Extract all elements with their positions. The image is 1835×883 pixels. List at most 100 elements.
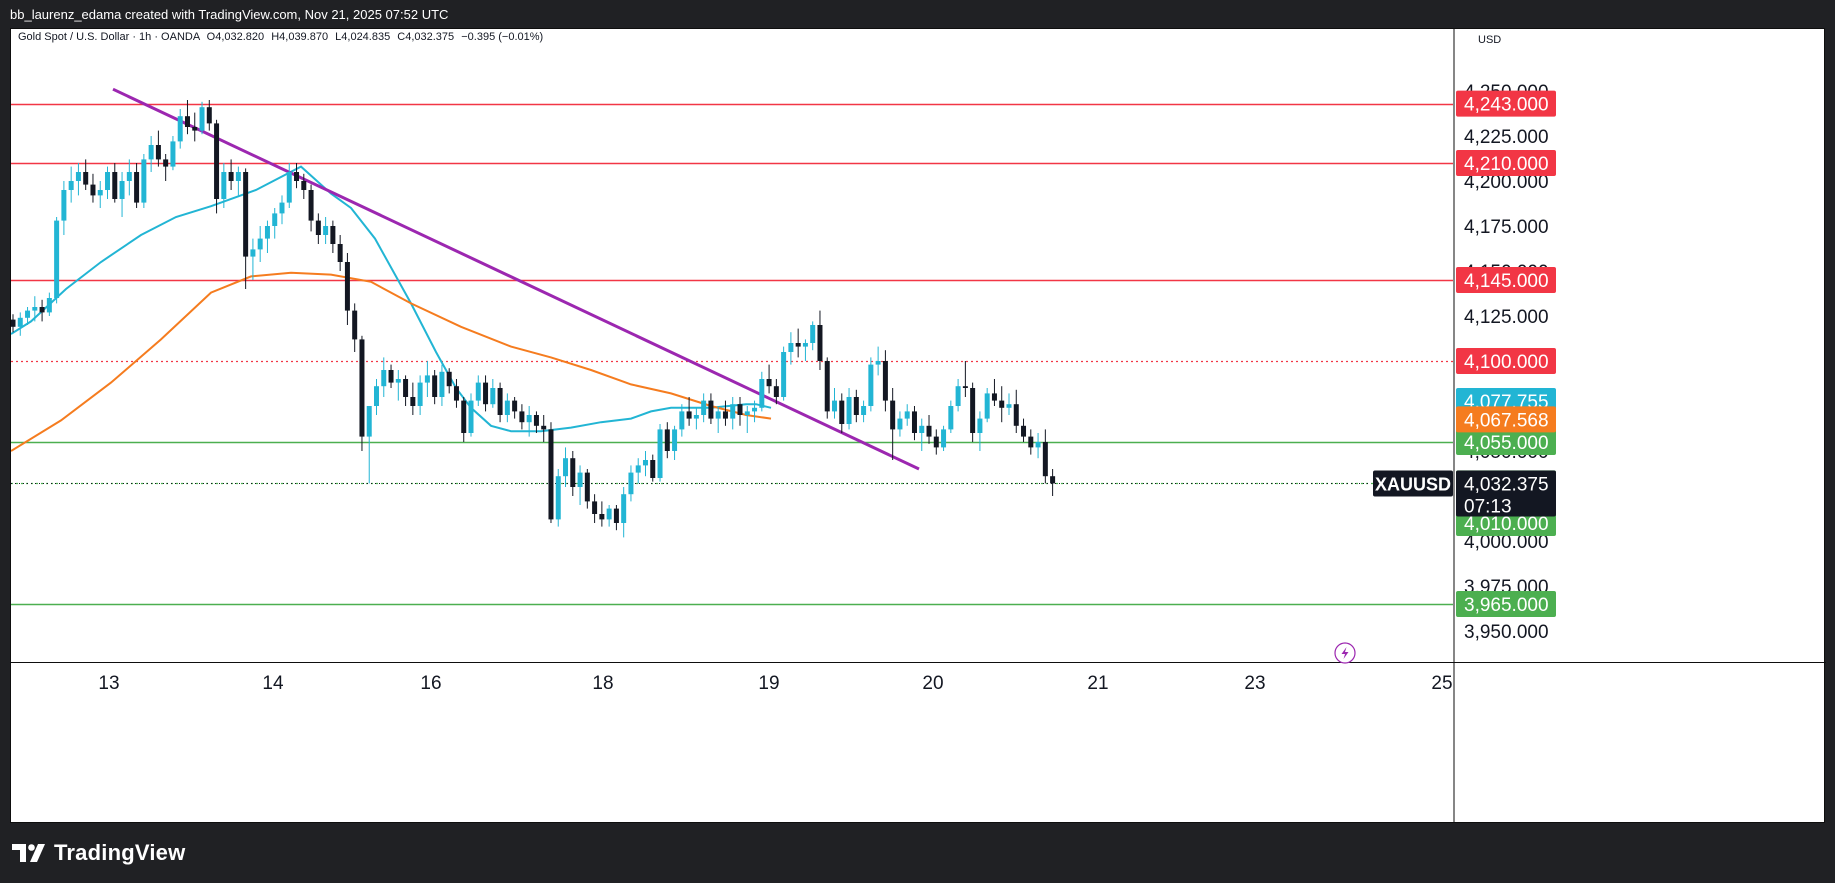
candle[interactable] (693, 407, 699, 430)
candle[interactable] (991, 379, 997, 406)
candle[interactable] (810, 321, 816, 351)
trendline[interactable] (112, 87, 920, 471)
level-price-label[interactable]: 4,055.000 (1456, 429, 1556, 455)
candle[interactable] (802, 339, 808, 361)
candle[interactable] (701, 393, 707, 423)
candle[interactable] (708, 393, 714, 424)
candle[interactable] (126, 159, 132, 196)
candle[interactable] (308, 184, 314, 232)
candle[interactable] (533, 411, 539, 433)
candle[interactable] (548, 422, 554, 523)
candle[interactable] (330, 220, 336, 253)
candle[interactable] (948, 400, 954, 433)
candle[interactable] (817, 310, 823, 370)
candle[interactable] (61, 181, 67, 235)
candle[interactable] (170, 136, 176, 171)
candle[interactable] (752, 400, 758, 423)
candle[interactable] (250, 238, 256, 280)
candle[interactable] (403, 375, 409, 406)
candle[interactable] (737, 397, 743, 426)
lightning-icon[interactable] (1334, 642, 1356, 664)
candle[interactable] (184, 100, 190, 135)
candle[interactable] (839, 393, 845, 433)
candle[interactable] (853, 389, 859, 423)
candle[interactable] (999, 386, 1005, 423)
candle[interactable] (882, 350, 888, 412)
candle[interactable] (904, 404, 910, 426)
candle[interactable] (599, 501, 605, 527)
symbol-badge[interactable]: XAUUSD (1373, 470, 1453, 497)
chart-frame[interactable]: 3,950.0003,975.0004,000.0004,025.0004,05… (10, 28, 1826, 824)
candle[interactable] (613, 505, 619, 531)
candle[interactable] (199, 101, 205, 135)
candle[interactable] (497, 382, 503, 423)
candle[interactable] (657, 424, 663, 482)
candle[interactable] (512, 397, 518, 419)
candle[interactable] (686, 397, 692, 426)
candle[interactable] (679, 404, 685, 437)
candle[interactable] (410, 382, 416, 415)
tradingview-logo[interactable]: TradingView (12, 840, 185, 866)
price-chart[interactable]: 3,950.0003,975.0004,000.0004,025.0004,05… (11, 29, 1826, 824)
level-price-label[interactable]: 3,965.000 (1456, 591, 1556, 617)
candle[interactable] (933, 429, 939, 455)
candle[interactable] (504, 393, 510, 423)
candle[interactable] (32, 296, 38, 322)
moving-average-line[interactable] (11, 165, 772, 433)
candle[interactable] (206, 100, 212, 131)
candle[interactable] (926, 415, 932, 444)
candle[interactable] (1013, 389, 1019, 433)
candle[interactable] (453, 379, 459, 408)
candle[interactable] (642, 451, 648, 477)
candle[interactable] (214, 119, 220, 214)
candle[interactable] (919, 418, 925, 451)
candle[interactable] (264, 220, 270, 253)
candle[interactable] (890, 388, 896, 460)
candle[interactable] (664, 422, 670, 459)
candle[interactable] (563, 447, 569, 487)
candle[interactable] (11, 314, 16, 333)
candle[interactable] (83, 159, 89, 190)
level-price-label[interactable]: 4,100.000 (1456, 348, 1556, 374)
candle[interactable] (759, 371, 765, 412)
candle[interactable] (366, 406, 372, 484)
candle[interactable] (294, 163, 300, 189)
candle[interactable] (773, 379, 779, 405)
candle[interactable] (650, 454, 656, 482)
candle[interactable] (432, 370, 438, 405)
moving-average-line[interactable] (11, 271, 772, 452)
candle[interactable] (1050, 469, 1056, 496)
candle[interactable] (272, 208, 278, 239)
candle[interactable] (337, 235, 343, 271)
candle[interactable] (257, 226, 263, 262)
candle[interactable] (555, 469, 561, 527)
candle[interactable] (134, 163, 140, 208)
candle[interactable] (962, 361, 968, 397)
candle[interactable] (39, 299, 45, 322)
candle[interactable] (374, 379, 379, 415)
candle[interactable] (628, 465, 634, 502)
candle[interactable] (323, 217, 329, 244)
candle[interactable] (592, 494, 598, 523)
candle[interactable] (243, 168, 249, 289)
candle[interactable] (621, 487, 627, 538)
candle[interactable] (228, 159, 234, 190)
candle[interactable] (279, 195, 285, 225)
candle[interactable] (766, 364, 772, 394)
candle[interactable] (17, 312, 23, 336)
candle[interactable] (141, 154, 147, 208)
candle[interactable] (417, 375, 423, 415)
candle[interactable] (1035, 433, 1041, 459)
candle[interactable] (868, 357, 874, 412)
candle[interactable] (344, 253, 350, 325)
candle[interactable] (75, 163, 81, 196)
candle[interactable] (381, 357, 387, 397)
candle[interactable] (105, 166, 111, 199)
candle[interactable] (221, 163, 227, 208)
candle[interactable] (119, 172, 125, 217)
candle[interactable] (177, 109, 183, 149)
candle[interactable] (46, 292, 52, 316)
candle[interactable] (519, 404, 525, 430)
level-price-label[interactable]: 4,145.000 (1456, 267, 1556, 293)
